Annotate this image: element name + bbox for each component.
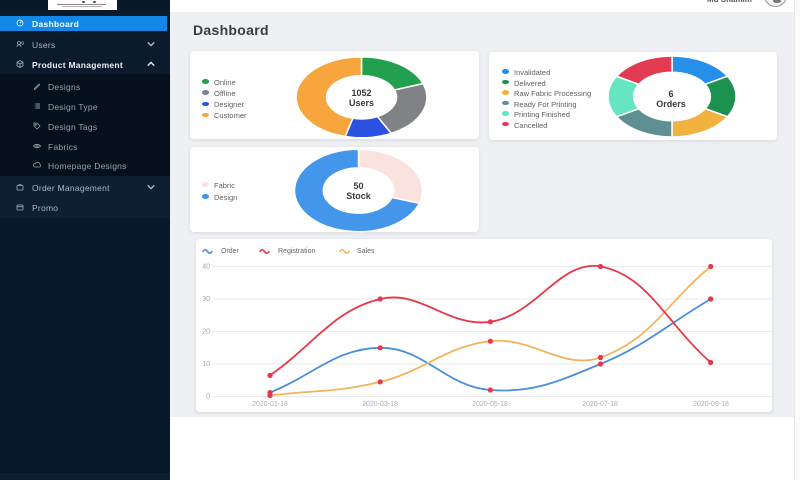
svg-text:2020-05-18: 2020-05-18: [472, 401, 508, 408]
svg-text:2020-07-18: 2020-07-18: [582, 401, 618, 408]
svg-text:2020-09-18: 2020-09-18: [693, 401, 729, 408]
svg-text:2020-03-18: 2020-03-18: [362, 401, 398, 408]
svg-text:10: 10: [202, 361, 210, 368]
svg-text:0: 0: [206, 394, 210, 401]
svg-text:40: 40: [202, 264, 210, 271]
svg-text:30: 30: [202, 296, 210, 303]
svg-text:20: 20: [202, 329, 210, 336]
svg-text:2020-01-18: 2020-01-18: [252, 401, 288, 408]
